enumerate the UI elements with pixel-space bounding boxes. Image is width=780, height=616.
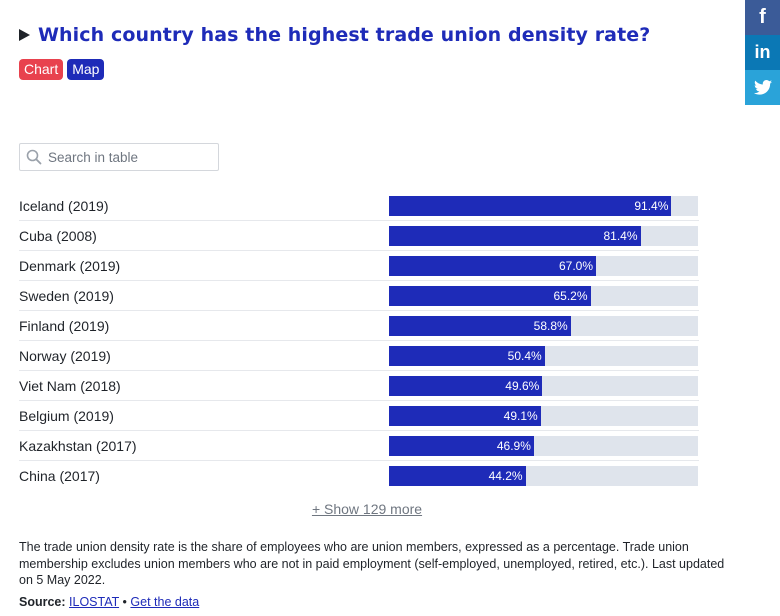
- table-row: Sweden (2019) 65.2%: [19, 281, 699, 311]
- source-label: Source:: [19, 595, 66, 609]
- row-country-label: Denmark (2019): [19, 257, 121, 274]
- tab-map[interactable]: Map: [67, 59, 105, 80]
- linkedin-share-button[interactable]: in: [745, 35, 780, 70]
- bar: 44.2%: [389, 466, 526, 486]
- show-more-link[interactable]: + Show 129 more: [311, 501, 423, 517]
- expand-triangle-icon[interactable]: [19, 29, 30, 41]
- bar-track: 44.2%: [389, 466, 698, 486]
- table-row: Iceland (2019) 91.4%: [19, 191, 699, 221]
- row-country-label: Sweden (2019): [19, 287, 114, 304]
- twitter-share-button[interactable]: [745, 70, 780, 105]
- bar: 49.6%: [389, 376, 543, 396]
- row-country-label: Finland (2019): [19, 317, 110, 334]
- search-input[interactable]: [48, 149, 208, 165]
- bar-value-label: 46.9%: [496, 439, 531, 453]
- table-search: [19, 143, 219, 171]
- bar-value-label: 49.1%: [503, 409, 538, 423]
- bar-value-label: 91.4%: [634, 199, 669, 213]
- table-row: China (2017) 44.2%: [19, 461, 699, 491]
- table-row: Belgium (2019) 49.1%: [19, 401, 699, 431]
- source-link-ilostat[interactable]: ILOSTAT: [69, 595, 120, 609]
- bar-track: 67.0%: [389, 256, 698, 276]
- table-row: Finland (2019) 58.8%: [19, 311, 699, 341]
- row-country-label: Kazakhstan (2017): [19, 437, 137, 454]
- bar-value-label: 67.0%: [558, 259, 593, 273]
- table-row: Viet Nam (2018) 49.6%: [19, 371, 699, 401]
- twitter-bird-icon: [753, 80, 772, 95]
- bar-track: 65.2%: [389, 286, 698, 306]
- bar-value-label: 50.4%: [507, 349, 542, 363]
- source-separator: •: [122, 595, 127, 609]
- tab-chart[interactable]: Chart: [19, 59, 64, 80]
- bar-value-label: 81.4%: [603, 229, 638, 243]
- table-row: Kazakhstan (2017) 46.9%: [19, 431, 699, 461]
- bar-track: 49.1%: [389, 406, 698, 426]
- table-row: Cuba (2008) 81.4%: [19, 221, 699, 251]
- bar-table: Iceland (2019) 91.4% Cuba (2008) 81.4% Denma…: [19, 191, 699, 491]
- page-title: Which country has the highest trade unio…: [38, 24, 651, 46]
- row-country-label: Norway (2019): [19, 347, 111, 364]
- bar: 46.9%: [389, 436, 534, 456]
- bar: 91.4%: [389, 196, 672, 216]
- facebook-icon: f: [759, 6, 766, 28]
- bar-value-label: 49.6%: [505, 379, 540, 393]
- bar: 65.2%: [389, 286, 591, 306]
- row-country-label: Viet Nam (2018): [19, 377, 121, 394]
- bar: 81.4%: [389, 226, 641, 246]
- bar: 67.0%: [389, 256, 596, 276]
- chart-note: The trade union density rate is the shar…: [19, 540, 725, 587]
- bar-value-label: 65.2%: [553, 289, 588, 303]
- share-bar: f in: [745, 0, 780, 105]
- bar-value-label: 58.8%: [533, 319, 568, 333]
- bar-value-label: 44.2%: [488, 469, 523, 483]
- bar-track: 49.6%: [389, 376, 698, 396]
- table-row: Denmark (2019) 67.0%: [19, 251, 699, 281]
- get-the-data-link[interactable]: Get the data: [130, 595, 200, 609]
- bar-track: 46.9%: [389, 436, 698, 456]
- bar-track: 50.4%: [389, 346, 698, 366]
- bar-track: 81.4%: [389, 226, 698, 246]
- row-country-label: Belgium (2019): [19, 407, 114, 424]
- bar: 58.8%: [389, 316, 571, 336]
- facebook-share-button[interactable]: f: [745, 0, 780, 35]
- bar-track: 91.4%: [389, 196, 698, 216]
- bar-track: 58.8%: [389, 316, 698, 336]
- bar: 50.4%: [389, 346, 545, 366]
- row-country-label: China (2017): [19, 468, 100, 484]
- bar: 49.1%: [389, 406, 541, 426]
- source-line: Source: ILOSTAT • Get the data: [19, 595, 199, 609]
- linkedin-icon: in: [754, 42, 771, 62]
- search-icon: [26, 149, 42, 165]
- table-row: Norway (2019) 50.4%: [19, 341, 699, 371]
- view-tabs: Chart Map: [19, 59, 105, 80]
- row-country-label: Iceland (2019): [19, 197, 109, 214]
- title-row[interactable]: Which country has the highest trade unio…: [19, 24, 650, 46]
- row-country-label: Cuba (2008): [19, 227, 97, 244]
